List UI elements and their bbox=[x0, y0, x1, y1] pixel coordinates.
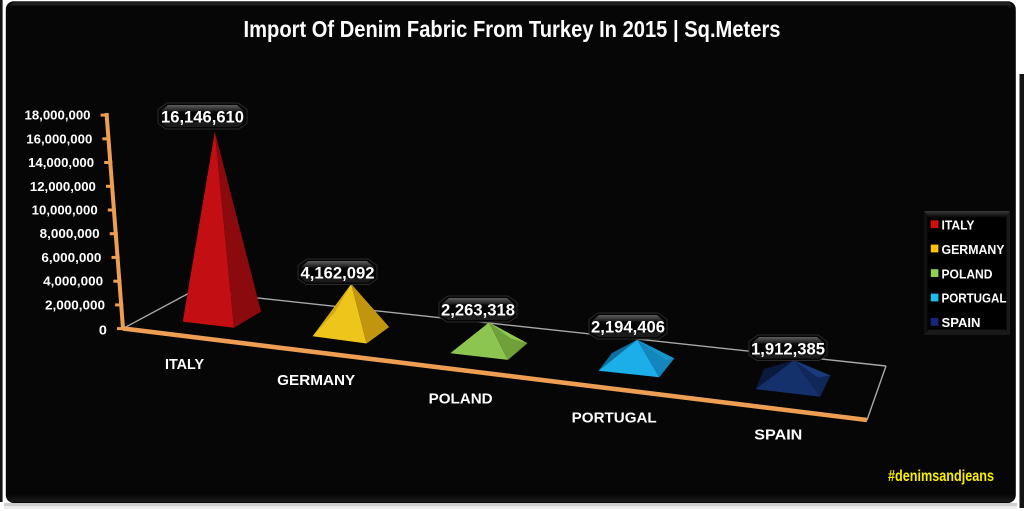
svg-text:2,000,000: 2,000,000 bbox=[45, 297, 105, 312]
svg-text:16,146,610: 16,146,610 bbox=[161, 108, 244, 127]
svg-text:4,000,000: 4,000,000 bbox=[43, 274, 103, 289]
svg-text:4,162,092: 4,162,092 bbox=[301, 264, 375, 283]
svg-text:1,912,385: 1,912,385 bbox=[751, 340, 825, 359]
svg-text:0: 0 bbox=[99, 323, 107, 338]
svg-text:12,000,000: 12,000,000 bbox=[30, 179, 96, 194]
svg-text:POLAND: POLAND bbox=[429, 391, 493, 408]
svg-text:SPAIN: SPAIN bbox=[754, 427, 802, 444]
svg-text:Import Of Denim Fabric From Tu: Import Of Denim Fabric From Turkey In 20… bbox=[244, 16, 781, 42]
svg-text:2,263,318: 2,263,318 bbox=[441, 301, 515, 320]
svg-text:6,000,000: 6,000,000 bbox=[41, 250, 101, 265]
svg-text:POLAND: POLAND bbox=[942, 267, 993, 281]
svg-text:ITALY: ITALY bbox=[165, 356, 204, 373]
svg-text:16,000,000: 16,000,000 bbox=[26, 131, 92, 146]
svg-text:GERMANY: GERMANY bbox=[277, 372, 355, 389]
svg-text:2,194,406: 2,194,406 bbox=[591, 318, 665, 337]
svg-text:18,000,000: 18,000,000 bbox=[25, 108, 91, 123]
svg-text:ITALY: ITALY bbox=[942, 219, 976, 233]
svg-text:PORTUGAL: PORTUGAL bbox=[942, 292, 1007, 306]
svg-text:#denimsandjeans: #denimsandjeans bbox=[888, 468, 994, 485]
svg-text:14,000,000: 14,000,000 bbox=[28, 155, 94, 170]
svg-text:PORTUGAL: PORTUGAL bbox=[572, 410, 657, 427]
svg-text:GERMANY: GERMANY bbox=[942, 243, 1006, 257]
svg-text:SPAIN: SPAIN bbox=[942, 316, 981, 330]
svg-text:10,000,000: 10,000,000 bbox=[32, 203, 98, 218]
svg-text:8,000,000: 8,000,000 bbox=[40, 226, 100, 241]
